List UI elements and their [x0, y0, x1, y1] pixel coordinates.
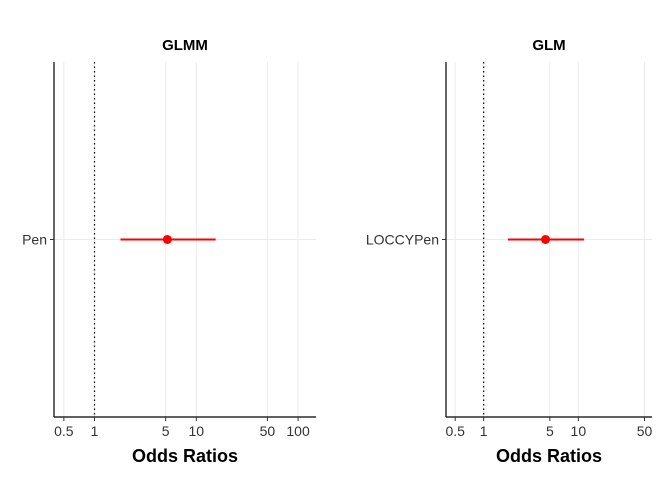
x-axis-label: Odds Ratios — [132, 446, 238, 466]
x-tick-label: 10 — [189, 423, 205, 439]
y-category-label: Pen — [22, 232, 47, 248]
x-tick-label: 0.5 — [445, 423, 465, 439]
y-category-label: LOCCYPen — [366, 232, 439, 248]
point-estimate — [541, 235, 551, 244]
x-axis-label: Odds Ratios — [496, 446, 602, 466]
panel-title: GLM — [532, 37, 565, 54]
x-tick-label: 1 — [91, 423, 99, 439]
glm-panel: 0.5 1 5 10 50 LOCCYPen GLM Odds Ratios — [366, 37, 653, 466]
point-estimate — [162, 235, 172, 244]
x-tick-label: 50 — [260, 423, 276, 439]
glmm-panel: 0.5 1 5 10 50 100 Pen GLMM Odds Ratios — [22, 37, 316, 466]
x-tick-label: 0.5 — [54, 423, 74, 439]
x-tick-label: 50 — [637, 423, 653, 439]
x-tick-label: 10 — [571, 423, 587, 439]
x-tick-label: 5 — [546, 423, 554, 439]
x-tick-label: 1 — [480, 423, 488, 439]
panel-title: GLMM — [162, 37, 208, 54]
x-tick-label: 100 — [286, 423, 310, 439]
x-tick-label: 5 — [162, 423, 170, 439]
